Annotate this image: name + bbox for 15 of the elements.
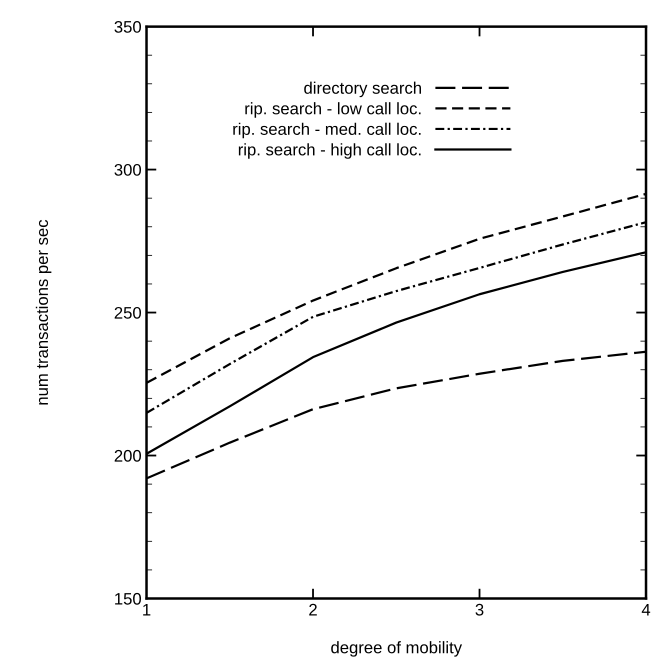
y-tick-label: 250 xyxy=(114,306,142,319)
x-tick-label: 4 xyxy=(642,604,650,616)
y-tick-label: 350 xyxy=(114,21,142,33)
y-tick-label: 150 xyxy=(115,592,142,605)
x-tick-label: 1 xyxy=(143,604,150,616)
x-tick-label: 2 xyxy=(309,604,317,616)
legend-label: rip. search - low call loc. xyxy=(245,102,421,118)
legend-label: directory search xyxy=(304,82,421,98)
x-tick-label: 3 xyxy=(476,604,484,616)
legend-label: rip. search - med. call loc. xyxy=(233,122,421,138)
legend-label: rip. search - high call loc. xyxy=(238,143,421,159)
y-tick-label: 200 xyxy=(114,450,142,462)
y-axis-title: num transactions per sec xyxy=(36,220,52,405)
y-tick-label: 300 xyxy=(114,164,142,176)
x-axis-title: degree of mobility xyxy=(331,641,462,657)
